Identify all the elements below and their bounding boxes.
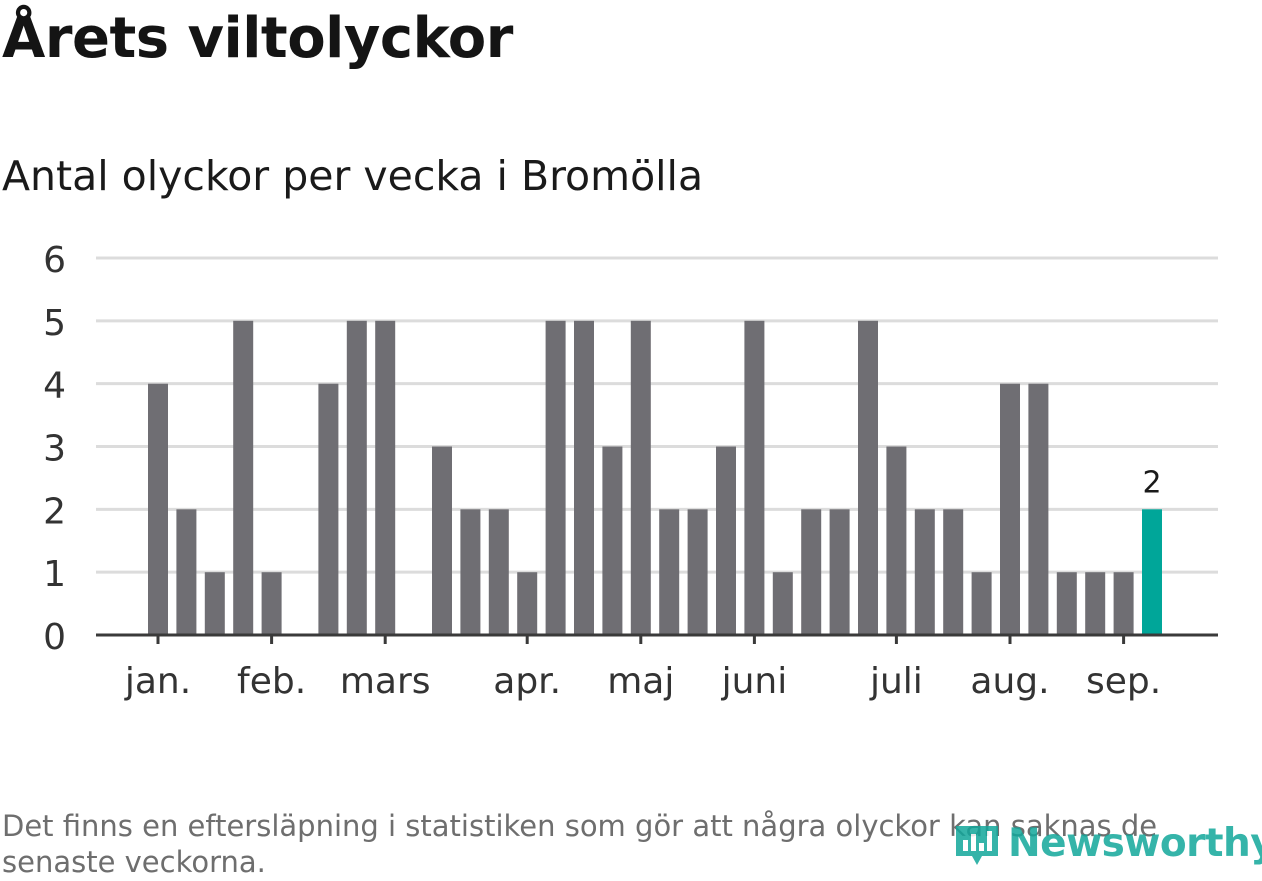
bar <box>318 383 339 635</box>
bar <box>687 509 708 635</box>
bar <box>375 320 396 635</box>
bar <box>772 572 793 635</box>
bar <box>1000 383 1020 635</box>
bar <box>971 572 992 635</box>
bar <box>1085 572 1106 635</box>
bar <box>432 446 452 635</box>
bar <box>659 509 680 635</box>
bar <box>261 572 282 635</box>
x-tick-label: maj <box>607 661 674 702</box>
x-axis: jan. feb. mars apr. maj juni juli aug. sep. <box>96 633 1218 702</box>
x-tick-label: sep. <box>1086 661 1161 702</box>
grid-lines <box>96 256 1218 574</box>
x-tick-label: apr. <box>493 661 561 702</box>
bar <box>460 509 481 635</box>
y-tick-label: 2 <box>43 491 66 532</box>
bar <box>886 446 907 635</box>
bar <box>602 446 623 635</box>
y-tick-label: 3 <box>43 429 66 470</box>
bar <box>914 509 935 635</box>
newsworthy-logo: Newsworthy <box>952 818 1262 868</box>
bar <box>545 320 566 635</box>
y-tick-label: 6 <box>43 240 66 281</box>
bar <box>1056 572 1077 635</box>
bar <box>744 320 765 635</box>
newsworthy-logo-icon <box>956 826 998 865</box>
y-tick-label: 1 <box>43 554 66 595</box>
bar <box>346 320 367 635</box>
data-label: 2 <box>1142 465 1161 500</box>
bar <box>1113 572 1134 635</box>
bar <box>943 509 964 635</box>
x-tick-label: feb. <box>237 661 306 702</box>
x-tick-label: juli <box>869 661 923 702</box>
chart-subtitle: Antal olyckor per vecka i Bromölla <box>2 152 704 200</box>
chart-title: Årets viltolyckor <box>2 6 513 71</box>
bar <box>1028 383 1049 635</box>
y-tick-label: 0 <box>43 617 66 658</box>
bar <box>574 320 594 635</box>
bar-highlight <box>1142 509 1162 635</box>
bar <box>630 320 651 635</box>
bar <box>801 509 822 635</box>
bar <box>233 320 254 635</box>
y-tick-label: 5 <box>43 303 66 344</box>
bar <box>488 509 509 635</box>
bar <box>176 509 197 635</box>
x-tick-label: jan. <box>124 661 191 702</box>
bar <box>204 572 225 635</box>
data-labels: 2 <box>1142 465 1161 500</box>
x-tick-label: juni <box>721 661 788 702</box>
x-tick-label: aug. <box>970 661 1049 702</box>
bar <box>858 320 878 635</box>
bar <box>517 572 538 635</box>
bar-chart: 0 1 2 3 4 5 6 jan. feb. mars apr. maj juni juli aug. s… <box>43 240 1218 702</box>
x-tick-label: mars <box>340 661 431 702</box>
y-axis-ticks: 0 1 2 3 4 5 6 <box>43 240 66 658</box>
logo-text: Newsworthy <box>1008 820 1262 866</box>
bars <box>148 320 1162 635</box>
bar <box>148 383 168 635</box>
bar <box>829 509 850 635</box>
y-tick-label: 4 <box>43 366 66 407</box>
bar <box>716 446 736 635</box>
